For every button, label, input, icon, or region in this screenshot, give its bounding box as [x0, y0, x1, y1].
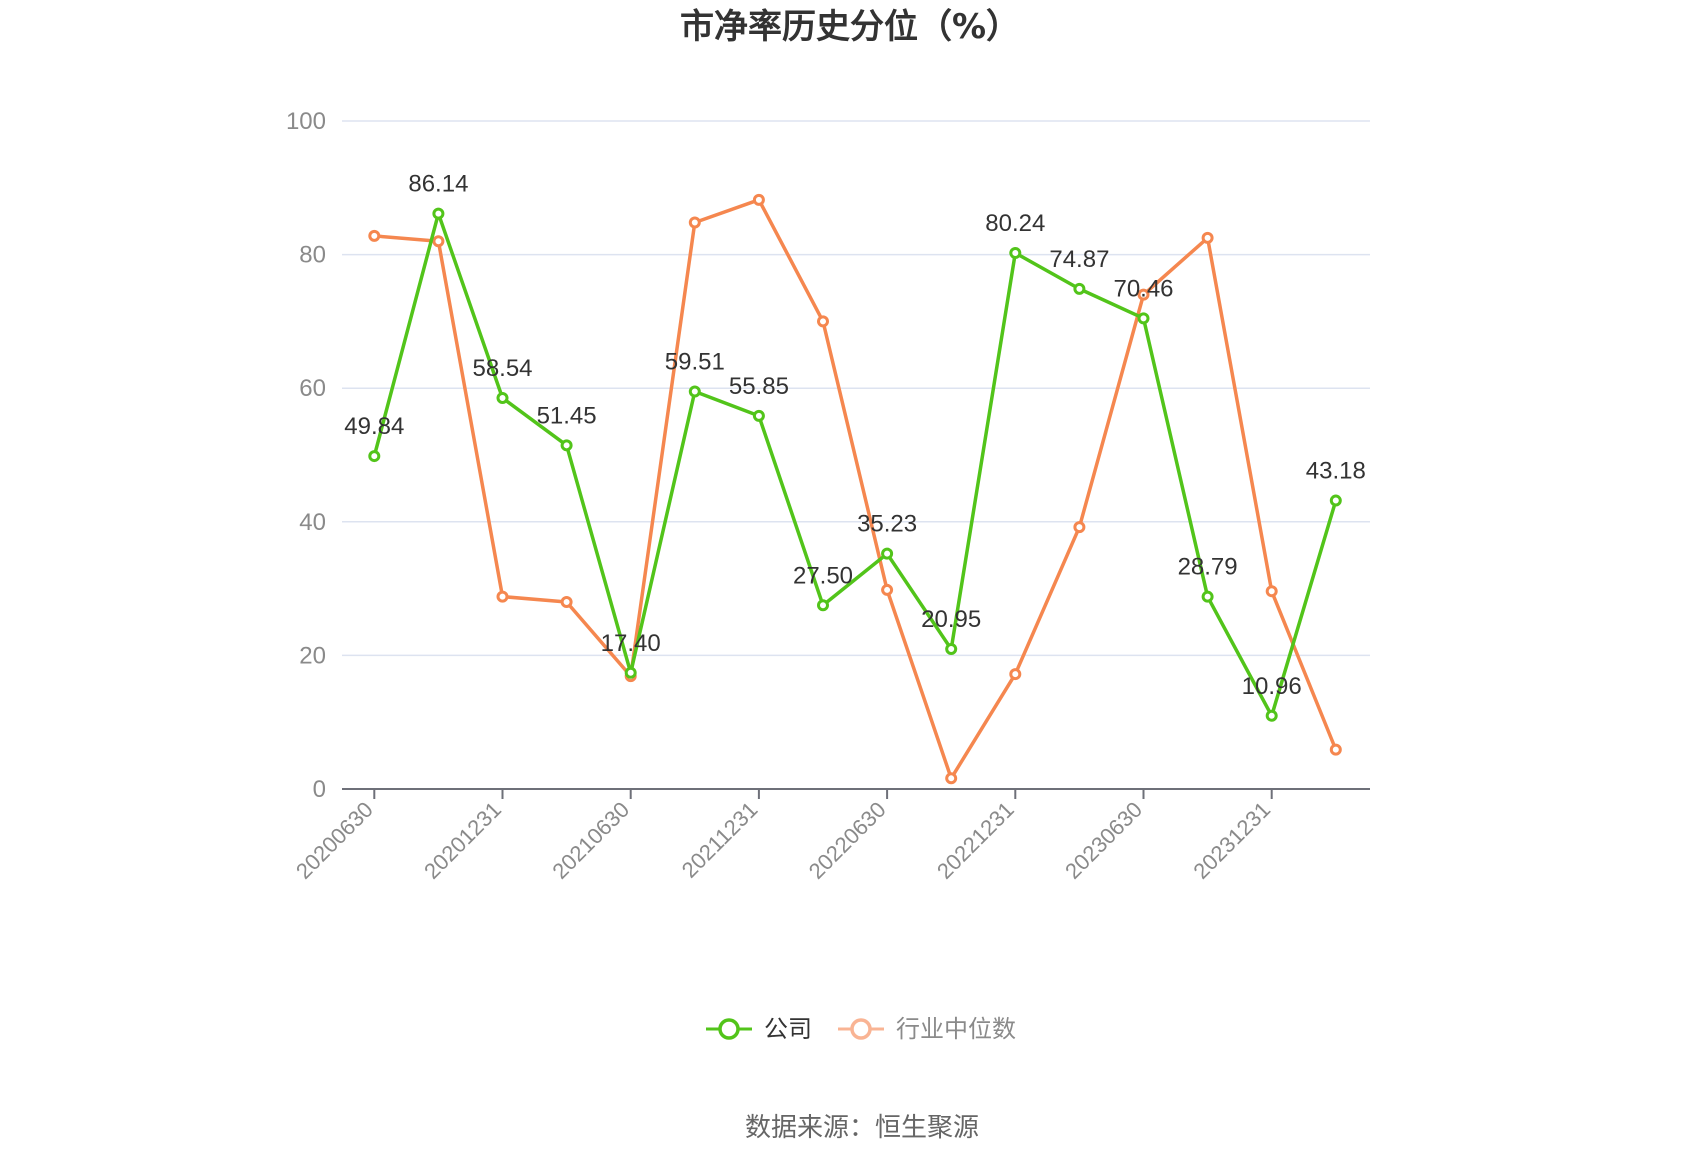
company-point: [1329, 494, 1342, 507]
data-label: 70.46: [1113, 275, 1173, 302]
company-point: [1201, 590, 1214, 603]
industry-point: [496, 590, 509, 603]
x-tick-label: 20210630: [547, 797, 634, 884]
x-tick-label: 20201231: [419, 797, 506, 884]
industry-point: [1201, 231, 1214, 244]
industry-point: [1137, 288, 1150, 301]
data-label: 80.24: [985, 210, 1045, 237]
company-point: [688, 385, 701, 398]
company-point: [432, 207, 445, 220]
company-point: [881, 547, 894, 560]
industry-point: [368, 229, 381, 242]
y-axis: 0 20 40 60 80 100: [286, 108, 326, 803]
industry-point: [1073, 521, 1086, 534]
y-tick-label: 100: [286, 108, 326, 135]
industry-point: [560, 595, 573, 608]
company-point: [1137, 312, 1150, 325]
grid-lines: [342, 120, 1370, 657]
data-label: 17.40: [601, 630, 661, 657]
data-label: 74.87: [1049, 246, 1109, 273]
company-point: [945, 643, 958, 656]
industry-point: [1009, 668, 1022, 681]
data-label: 35.23: [857, 511, 917, 538]
series-line-company: [372, 211, 1338, 718]
industry-point: [752, 193, 765, 206]
x-tick-label: 20211231: [677, 797, 763, 883]
y-tick-label: 60: [299, 375, 326, 402]
series-lines: [368, 193, 1342, 785]
industry-point: [945, 772, 958, 785]
company-point: [752, 409, 765, 422]
company-point: [1265, 709, 1278, 722]
x-tick-label: 20221231: [932, 797, 1019, 884]
legend-industry-marker: [850, 1018, 872, 1040]
x-tick-label: 20230630: [1060, 797, 1147, 884]
industry-point: [432, 235, 445, 248]
y-tick-label: 20: [299, 642, 326, 669]
legend-item-industry[interactable]: 行业中位数: [838, 1015, 1016, 1043]
legend-company-marker: [718, 1018, 740, 1040]
data-label: 51.45: [537, 402, 597, 429]
legend[interactable]: 公司 行业中位数: [706, 1015, 1016, 1043]
data-label: 27.50: [793, 562, 853, 589]
data-label: 59.51: [665, 348, 725, 375]
y-tick-label: 80: [299, 242, 326, 269]
industry-point: [688, 216, 701, 229]
data-label: 58.54: [472, 355, 532, 382]
company-point: [560, 439, 573, 452]
data-label: 10.96: [1242, 673, 1302, 700]
company-point: [1009, 246, 1022, 259]
data-label: 55.85: [729, 373, 789, 400]
x-tick-label: 20231231: [1188, 797, 1275, 884]
industry-point: [881, 583, 894, 596]
industry-point: [817, 315, 829, 328]
data-label: 28.79: [1178, 554, 1238, 581]
company-point: [624, 666, 637, 679]
x-tick-label: 20220630: [804, 797, 891, 884]
legend-company-label: 公司: [764, 1015, 812, 1043]
company-point: [817, 599, 829, 612]
industry-point: [1329, 743, 1342, 756]
data-label: 43.18: [1306, 458, 1366, 485]
legend-industry-label: 行业中位数: [896, 1015, 1016, 1043]
data-label: 20.95: [921, 606, 981, 633]
series-line-industry: [372, 198, 1338, 781]
x-axis: 20200630 20201231 20210630 20211231 20220630…: [291, 788, 1370, 884]
company-point: [368, 450, 381, 463]
x-tick-label: 20200630: [291, 797, 378, 884]
legend-item-company[interactable]: 公司: [706, 1015, 812, 1043]
y-tick-label: 40: [299, 509, 326, 536]
data-label: 49.84: [344, 413, 404, 440]
company-point: [1073, 282, 1086, 295]
company-point: [496, 391, 509, 404]
data-label: 86.14: [408, 171, 468, 198]
y-tick-label: 0: [313, 776, 326, 803]
source-note: 数据来源：恒生聚源: [745, 1113, 979, 1143]
industry-point: [1265, 585, 1278, 598]
chart-title: 市净率历史分位（%）: [680, 7, 1020, 47]
